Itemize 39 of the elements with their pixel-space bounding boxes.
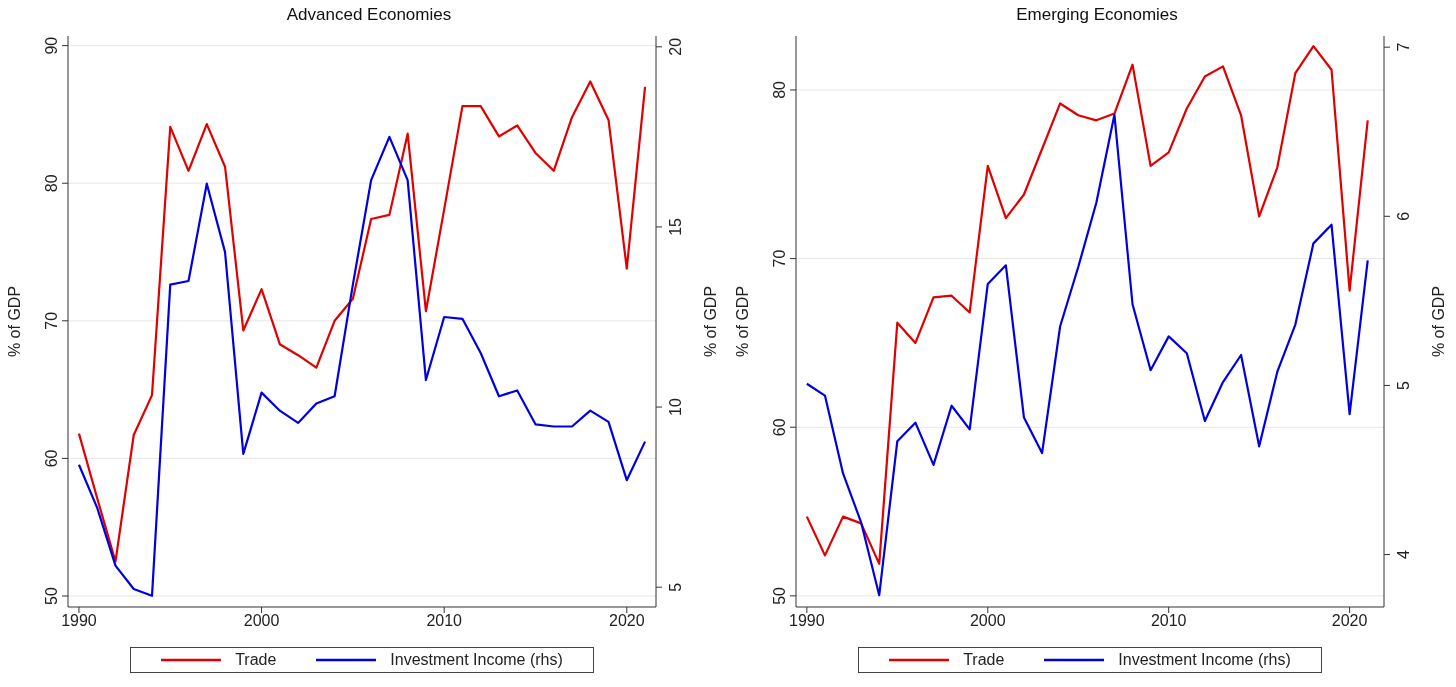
x-tick-label: 1990 xyxy=(61,612,97,630)
y-tick-label: 50 xyxy=(771,586,788,605)
y2-tick-label: 15 xyxy=(667,217,684,236)
x-tick-label: 2000 xyxy=(243,612,280,630)
line-series xyxy=(805,45,1369,565)
y-axis-title: % of GDP xyxy=(733,285,751,358)
legend-label: Investment Income (rhs) xyxy=(390,651,563,669)
y2-tick-label: 5 xyxy=(667,582,684,592)
y-tick-label: 80 xyxy=(771,80,788,99)
line-series xyxy=(77,135,647,597)
x-tick-label: 2000 xyxy=(969,612,1006,630)
y2-tick-label: 10 xyxy=(667,398,684,416)
y2-tick-label: 7 xyxy=(1395,42,1412,52)
y2-tick-label: 20 xyxy=(667,37,684,56)
y-axis-title: % of GDP xyxy=(5,285,23,358)
y-tick-label: 80 xyxy=(43,174,60,193)
x-tick-label: 2010 xyxy=(1150,612,1187,630)
x-tick-label: 2020 xyxy=(1331,612,1368,630)
x-tick-label: 2020 xyxy=(608,612,645,630)
y-tick-label: 70 xyxy=(771,249,788,268)
y-tick-label: 60 xyxy=(43,449,60,468)
x-tick-label: 2010 xyxy=(426,612,463,630)
chart-title: Advanced Economies xyxy=(285,4,453,26)
y2-tick-label: 4 xyxy=(1395,550,1412,560)
y2-axis-title: % of GDP xyxy=(701,285,719,358)
y2-tick-label: 6 xyxy=(1395,211,1412,221)
chart-title: Emerging Economies xyxy=(1015,4,1179,26)
legend-label: Trade xyxy=(235,651,277,669)
legend-label: Trade xyxy=(963,651,1005,669)
x-tick-label: 1990 xyxy=(789,612,825,630)
y2-tick-label: 5 xyxy=(1395,380,1412,390)
y-tick-label: 70 xyxy=(43,311,60,330)
line-series xyxy=(77,80,647,563)
line-series xyxy=(805,113,1369,597)
legend-label: Investment Income (rhs) xyxy=(1118,651,1291,669)
y-tick-label: 50 xyxy=(43,586,60,605)
y-tick-label: 60 xyxy=(771,418,788,437)
y2-axis-title: % of GDP xyxy=(1429,285,1447,358)
y-tick-label: 90 xyxy=(43,36,60,55)
